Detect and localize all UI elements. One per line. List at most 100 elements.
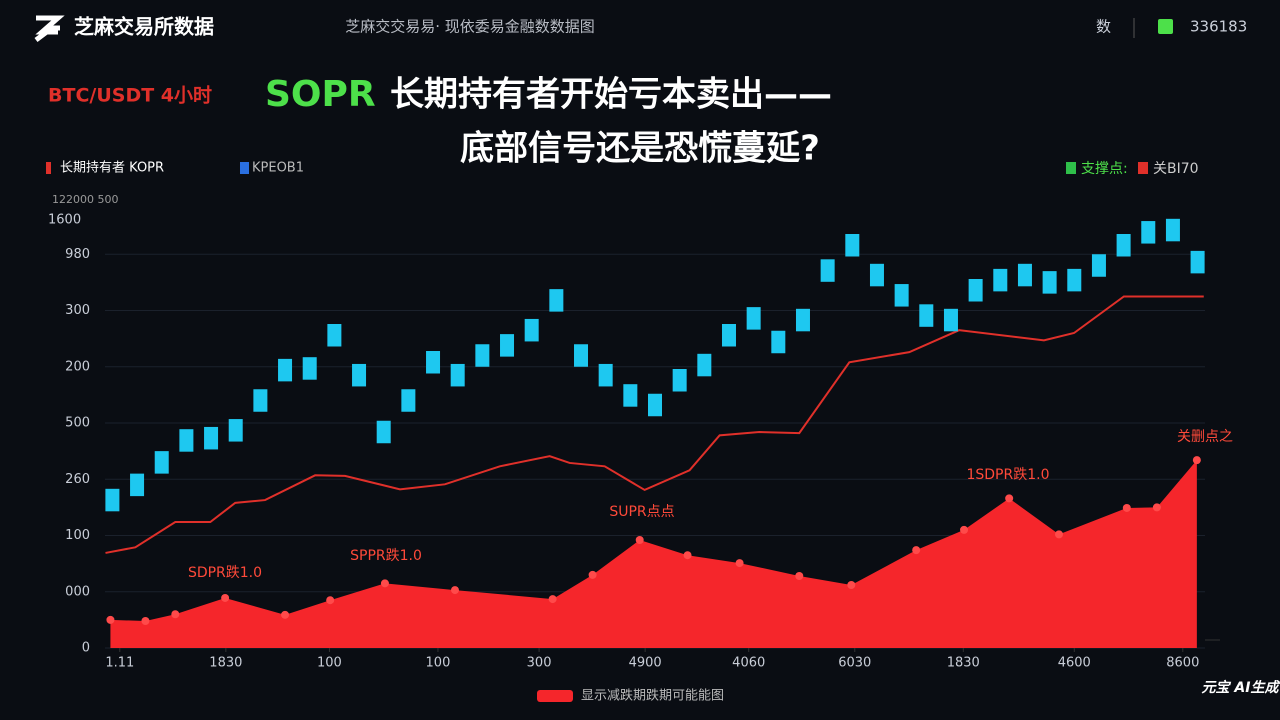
legend-right-swatch	[1066, 162, 1076, 174]
logo: 芝麻交易所数据	[74, 15, 214, 39]
area-point	[588, 570, 597, 579]
x-tick-label: 4900	[629, 656, 662, 671]
candle-body	[278, 358, 293, 382]
candle-body	[968, 279, 983, 302]
x-tick-label: 8600	[1166, 656, 1199, 671]
area-point	[281, 610, 290, 619]
legend-label: 显示减跌期跌期可能能图	[581, 688, 724, 704]
y-tick-label: 100	[65, 528, 90, 543]
candle-body	[771, 330, 786, 354]
area-point	[1054, 530, 1063, 539]
candle-body	[894, 284, 909, 307]
area-point	[106, 615, 115, 624]
candle-body	[154, 451, 169, 474]
legend-right-swatch	[1138, 162, 1148, 174]
annotation: SUPR点点	[609, 504, 674, 520]
headline-line1: 长期持有者开始亏本卖出——	[390, 75, 832, 115]
line	[105, 295, 1204, 554]
legend-swatch	[46, 162, 51, 174]
y-label: 1600	[48, 213, 81, 228]
candle-body	[475, 344, 490, 367]
candle-body	[401, 389, 416, 412]
candle-body	[574, 344, 589, 367]
x-tick-label: 1.11	[105, 656, 134, 671]
candle-body	[845, 234, 860, 257]
y-tick-label: 500	[65, 416, 90, 431]
candle-body	[549, 289, 564, 312]
area-point	[960, 525, 969, 534]
candle-body	[228, 419, 243, 442]
area	[110, 460, 1197, 648]
candle-body	[672, 369, 687, 392]
area-point	[683, 551, 692, 560]
headline-line2: 底部信号还是恐慌蔓延?	[460, 129, 820, 169]
candle-body	[820, 259, 835, 282]
candle-body	[623, 384, 638, 407]
candle-body	[352, 363, 367, 387]
x-tick-label: 4600	[1058, 656, 1091, 671]
area-point	[380, 579, 389, 588]
candle-body	[1190, 250, 1205, 274]
legend-label: KPEOB1	[252, 161, 304, 176]
candle-body	[179, 429, 194, 452]
area-point	[141, 617, 150, 625]
x-tick-label: 100	[426, 656, 451, 671]
logo-icon	[34, 15, 65, 42]
candle-body	[1017, 263, 1032, 287]
candle-body	[253, 389, 268, 412]
area-point	[1152, 503, 1161, 512]
header-center: 芝麻交交易易· 现依委易金融数数据图	[345, 18, 595, 36]
area-point	[1005, 494, 1014, 503]
candle-body	[1141, 221, 1156, 244]
area-point	[221, 593, 230, 602]
candle-body	[943, 308, 958, 332]
annotation: 1SDPR跌1.0	[966, 467, 1049, 483]
candle-body	[795, 308, 810, 332]
candle-body	[1042, 271, 1057, 294]
watermark: 元宝 AI生成	[1202, 679, 1280, 696]
x-tick-label: 100	[317, 656, 342, 671]
legend-right-label: 支撑点:	[1081, 161, 1128, 177]
candle-body	[746, 307, 761, 330]
candle-body	[524, 318, 539, 342]
candle-body	[721, 324, 736, 347]
candle-body	[598, 363, 613, 387]
area-point	[1192, 456, 1201, 465]
header-right-value: 336183	[1190, 18, 1247, 36]
legend-swatch	[240, 162, 249, 174]
candle-body	[869, 263, 884, 287]
headline-pair: BTC/USDT 4小时	[48, 85, 212, 107]
candle-body	[697, 353, 712, 377]
candle-body	[1091, 254, 1106, 277]
area-point	[735, 559, 744, 568]
headline-indicator: SOPR	[265, 74, 376, 115]
x-tick-label: 6030	[838, 656, 871, 671]
x-tick-label: 4060	[732, 656, 765, 671]
candle-body	[450, 363, 465, 387]
y-tick-label: 0	[82, 641, 90, 656]
legend-swatch	[537, 690, 573, 702]
candle-body	[919, 304, 934, 327]
x-tick-label: 1830	[209, 656, 242, 671]
area-point	[795, 572, 804, 580]
area-point	[635, 536, 644, 544]
annotation: SPPR跌1.0	[350, 548, 422, 564]
candle-body	[130, 473, 145, 497]
legend-label: 长期持有者 KOPR	[60, 161, 164, 176]
annotation: 关删点之	[1177, 429, 1233, 445]
subtitle: 122000 500	[52, 193, 118, 206]
candle-body	[500, 334, 515, 357]
area-point	[450, 586, 459, 595]
y-tick-label: 980	[65, 247, 90, 262]
candle-body	[648, 393, 662, 417]
annotation: SDPR跌1.0	[188, 565, 262, 581]
header-right-label: 数	[1096, 18, 1111, 36]
candle-body	[1116, 234, 1131, 257]
candle-body	[993, 268, 1008, 292]
area-point	[326, 596, 335, 605]
area-point	[912, 546, 921, 555]
candle-body	[376, 420, 391, 444]
x-tick-label: 300	[527, 656, 552, 671]
candle-body	[105, 488, 120, 512]
legend-right-label: 关BI70	[1153, 161, 1199, 177]
